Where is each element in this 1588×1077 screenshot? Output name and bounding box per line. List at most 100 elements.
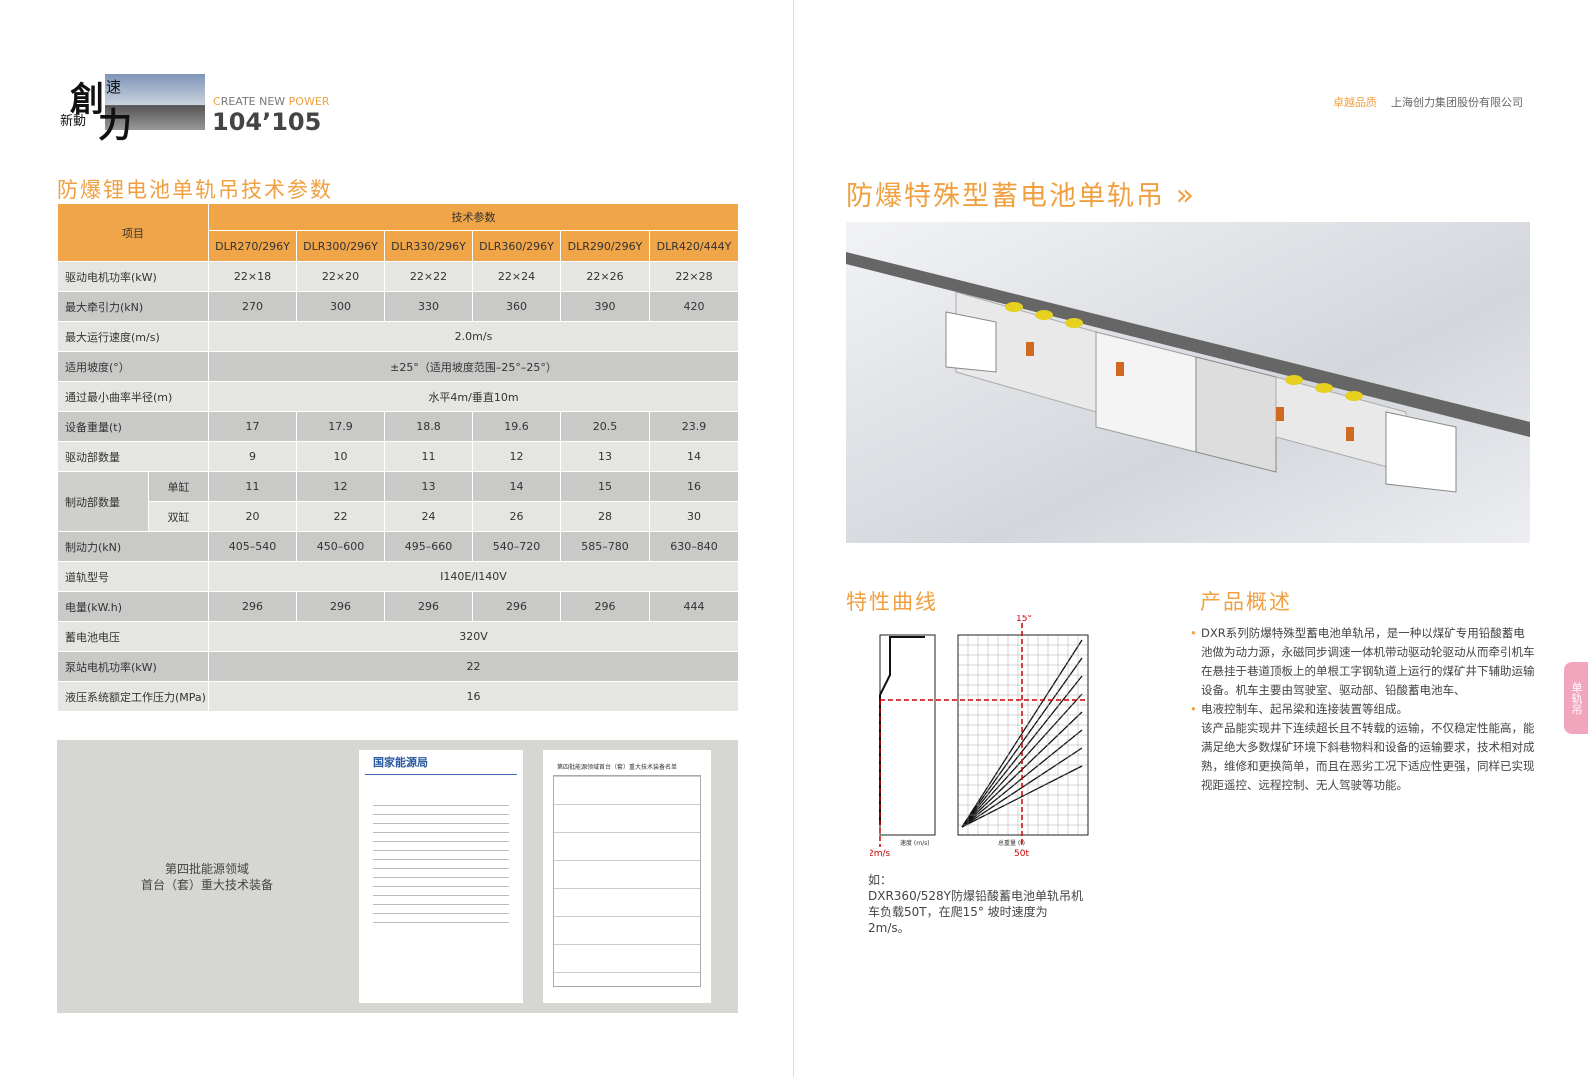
tagline-part: REATE NEW	[220, 95, 289, 108]
row-label: 泵站电机功率(kW)	[57, 651, 209, 682]
value-cell: 22	[296, 501, 385, 532]
table-row: 最大运行速度(m/s) 2.0m/s	[57, 321, 739, 352]
value-cell: 2.0m/s	[208, 321, 739, 352]
value-cell: 22×22	[384, 261, 473, 292]
table-row: 驱动电机功率(kW) 22×18 22×20 22×22 22×24 22×26 22×28	[57, 261, 739, 292]
value-cell: 296	[560, 591, 650, 622]
table-row: 最大牵引力(kN) 270 300 330 360 390 420	[57, 291, 739, 322]
row-label: 最大运行速度(m/s)	[57, 321, 209, 352]
tagline: CREATE NEW POWER	[213, 95, 329, 108]
bullet: • DXR系列防爆特殊型蓄电池单轨吊，是一种以煤矿专用铅酸蓄电池做为动力源，永磁同…	[1190, 626, 1535, 697]
curve-title: 特性曲线	[846, 590, 938, 614]
curve-caption: 如： DXR360/528Y防爆铅酸蓄电池单轨吊机车负载50T，在爬15° 坡时…	[868, 872, 1083, 936]
title-mark: »	[1175, 178, 1196, 213]
caption-line: 如：	[868, 873, 893, 887]
value-cell: 540–720	[472, 531, 561, 562]
value-cell: 22	[208, 651, 739, 682]
product-image	[846, 222, 1530, 543]
value-cell: 13	[384, 471, 473, 502]
paragraph: 该产品能实现井下连续超长且不转载的运输，不仅稳定性能高，能满足绝大多数煤矿环境下…	[1201, 721, 1535, 792]
value-cell: 26	[472, 501, 561, 532]
value-cell: 296	[208, 591, 297, 622]
logo-char: 力	[98, 106, 132, 146]
value-cell: 11	[208, 471, 297, 502]
load-label: 50t	[1014, 849, 1029, 859]
speed-plot-frame	[879, 634, 936, 836]
model-cell: DLR420/444Y	[649, 230, 739, 262]
value-cell: 水平4m/垂直10m	[208, 381, 739, 412]
table-row: 适用坡度(°） ±25°（适用坡度范围–25°–25°）	[57, 351, 739, 382]
value-cell: 330	[384, 291, 473, 322]
table-row: 制动力(kN) 405–540 450–600 495–660 540–720 585–7…	[57, 531, 739, 562]
header-tag: 卓越品质 上海创力集团股份有限公司	[1333, 94, 1523, 110]
value-cell: 17	[208, 411, 297, 442]
header-cell: 技术参数	[208, 203, 739, 231]
bullet: • 电液控制车、起吊梁和连接装置等组成。	[1190, 702, 1408, 716]
value-cell: 20.5	[560, 411, 650, 442]
value-cell: 630–840	[649, 531, 739, 562]
row-label: 电量(kW.h)	[57, 591, 209, 622]
row-label: 驱动部数量	[57, 441, 209, 472]
characteristic-curve: 15° 2m/s 50t 速度 (m/s) 总重量 (t)	[870, 615, 1089, 859]
value-cell: 28	[560, 501, 650, 532]
row-label: 制动部数量	[57, 471, 149, 532]
value-cell: 296	[472, 591, 561, 622]
caption-line: DXR360/528Y防爆铅酸蓄电池单轨吊机车负载50T，在爬15° 坡时速度为…	[868, 889, 1083, 935]
section-title: 防爆锂电池单轨吊技术参数	[57, 178, 333, 202]
table-row: 通过最小曲率半径(m) 水平4m/垂直10m	[57, 381, 739, 412]
award-box: 第四批能源领域 首台（套）重大技术装备 国家能源局 第四批能源领域首台（套）重大…	[57, 740, 738, 1013]
row-label: 适用坡度(°）	[57, 351, 209, 382]
bullet-text: 电液控制车、起吊梁和连接装置等组成。	[1201, 702, 1408, 716]
logo: 創 速 新動 力	[60, 72, 210, 146]
curve-grid	[961, 639, 1083, 828]
value-cell: 23.9	[649, 411, 739, 442]
title-text: 防爆特殊型蓄电池单轨吊	[846, 181, 1165, 212]
value-cell: 270	[208, 291, 297, 322]
tagline-part: POWER	[288, 95, 330, 108]
header-quality: 卓越品质	[1333, 96, 1377, 109]
table-row: 泵站电机功率(kW) 22	[57, 651, 739, 682]
value-cell: 320V	[208, 621, 739, 652]
value-cell: Ⅰ140E/Ⅰ140V	[208, 561, 739, 592]
speed-curve	[879, 636, 925, 825]
header-cell: 项目	[57, 203, 209, 262]
page-numbers: 104’105	[212, 108, 322, 136]
value-cell: 24	[384, 501, 473, 532]
row-label: 驱动电机功率(kW)	[57, 261, 209, 292]
logo-char: 創	[70, 80, 104, 120]
slope-label: 15°	[1016, 615, 1032, 624]
value-cell: 16	[649, 471, 739, 502]
value-cell: 15	[560, 471, 650, 502]
award-line: 首台（套）重大技术装备	[140, 878, 273, 892]
model-cell: DLR290/296Y	[560, 230, 650, 262]
row-label: 蓄电池电压	[57, 621, 209, 652]
table-row: 双缸 20 22 24 26 28 30	[58, 501, 739, 532]
table-row: 蓄电池电压 320V	[57, 621, 739, 652]
bullet-text: DXR系列防爆特殊型蓄电池单轨吊，是一种以煤矿专用铅酸蓄电池做为动力源，永磁同步…	[1201, 626, 1535, 697]
table-row: 制动部数量 单缸 11 12 13 14 15 16	[57, 471, 739, 532]
x-axis-title: 速度 (m/s)	[900, 839, 930, 847]
row-label: 设备重量(t)	[57, 411, 209, 442]
spec-table: 项目 技术参数 DLR270/296Y DLR300/296Y DLR330/296Y D…	[57, 203, 739, 712]
value-cell: 22×18	[208, 261, 297, 292]
value-cell: 390	[560, 291, 650, 322]
table-row: 电量(kW.h) 296 296 296 296 296 444	[57, 591, 739, 622]
table-row: 道轨型号 Ⅰ140E/Ⅰ140V	[57, 561, 739, 592]
document-image: 第四批能源领域首台（套）重大技术装备名单	[543, 750, 711, 1003]
value-cell: 22×20	[296, 261, 385, 292]
value-cell: 11	[384, 441, 473, 472]
value-cell: 420	[649, 291, 739, 322]
model-cell: DLR300/296Y	[296, 230, 385, 262]
value-cell: 585–780	[560, 531, 650, 562]
value-cell: 360	[472, 291, 561, 322]
value-cell: 450–600	[296, 531, 385, 562]
value-cell: ±25°（适用坡度范围–25°–25°）	[208, 351, 739, 382]
row-label: 液压系统额定工作压力(MPa)	[57, 681, 209, 712]
table-row: 驱动部数量 9 10 11 12 13 14	[57, 441, 739, 472]
value-cell: 12	[472, 441, 561, 472]
overview-text: • DXR系列防爆特殊型蓄电池单轨吊，是一种以煤矿专用铅酸蓄电池做为动力源，永磁同…	[1190, 624, 1535, 795]
table-row: 液压系统额定工作压力(MPa) 16	[57, 681, 739, 712]
speed-label: 2m/s	[870, 849, 891, 859]
doc-title: 国家能源局	[373, 756, 428, 769]
